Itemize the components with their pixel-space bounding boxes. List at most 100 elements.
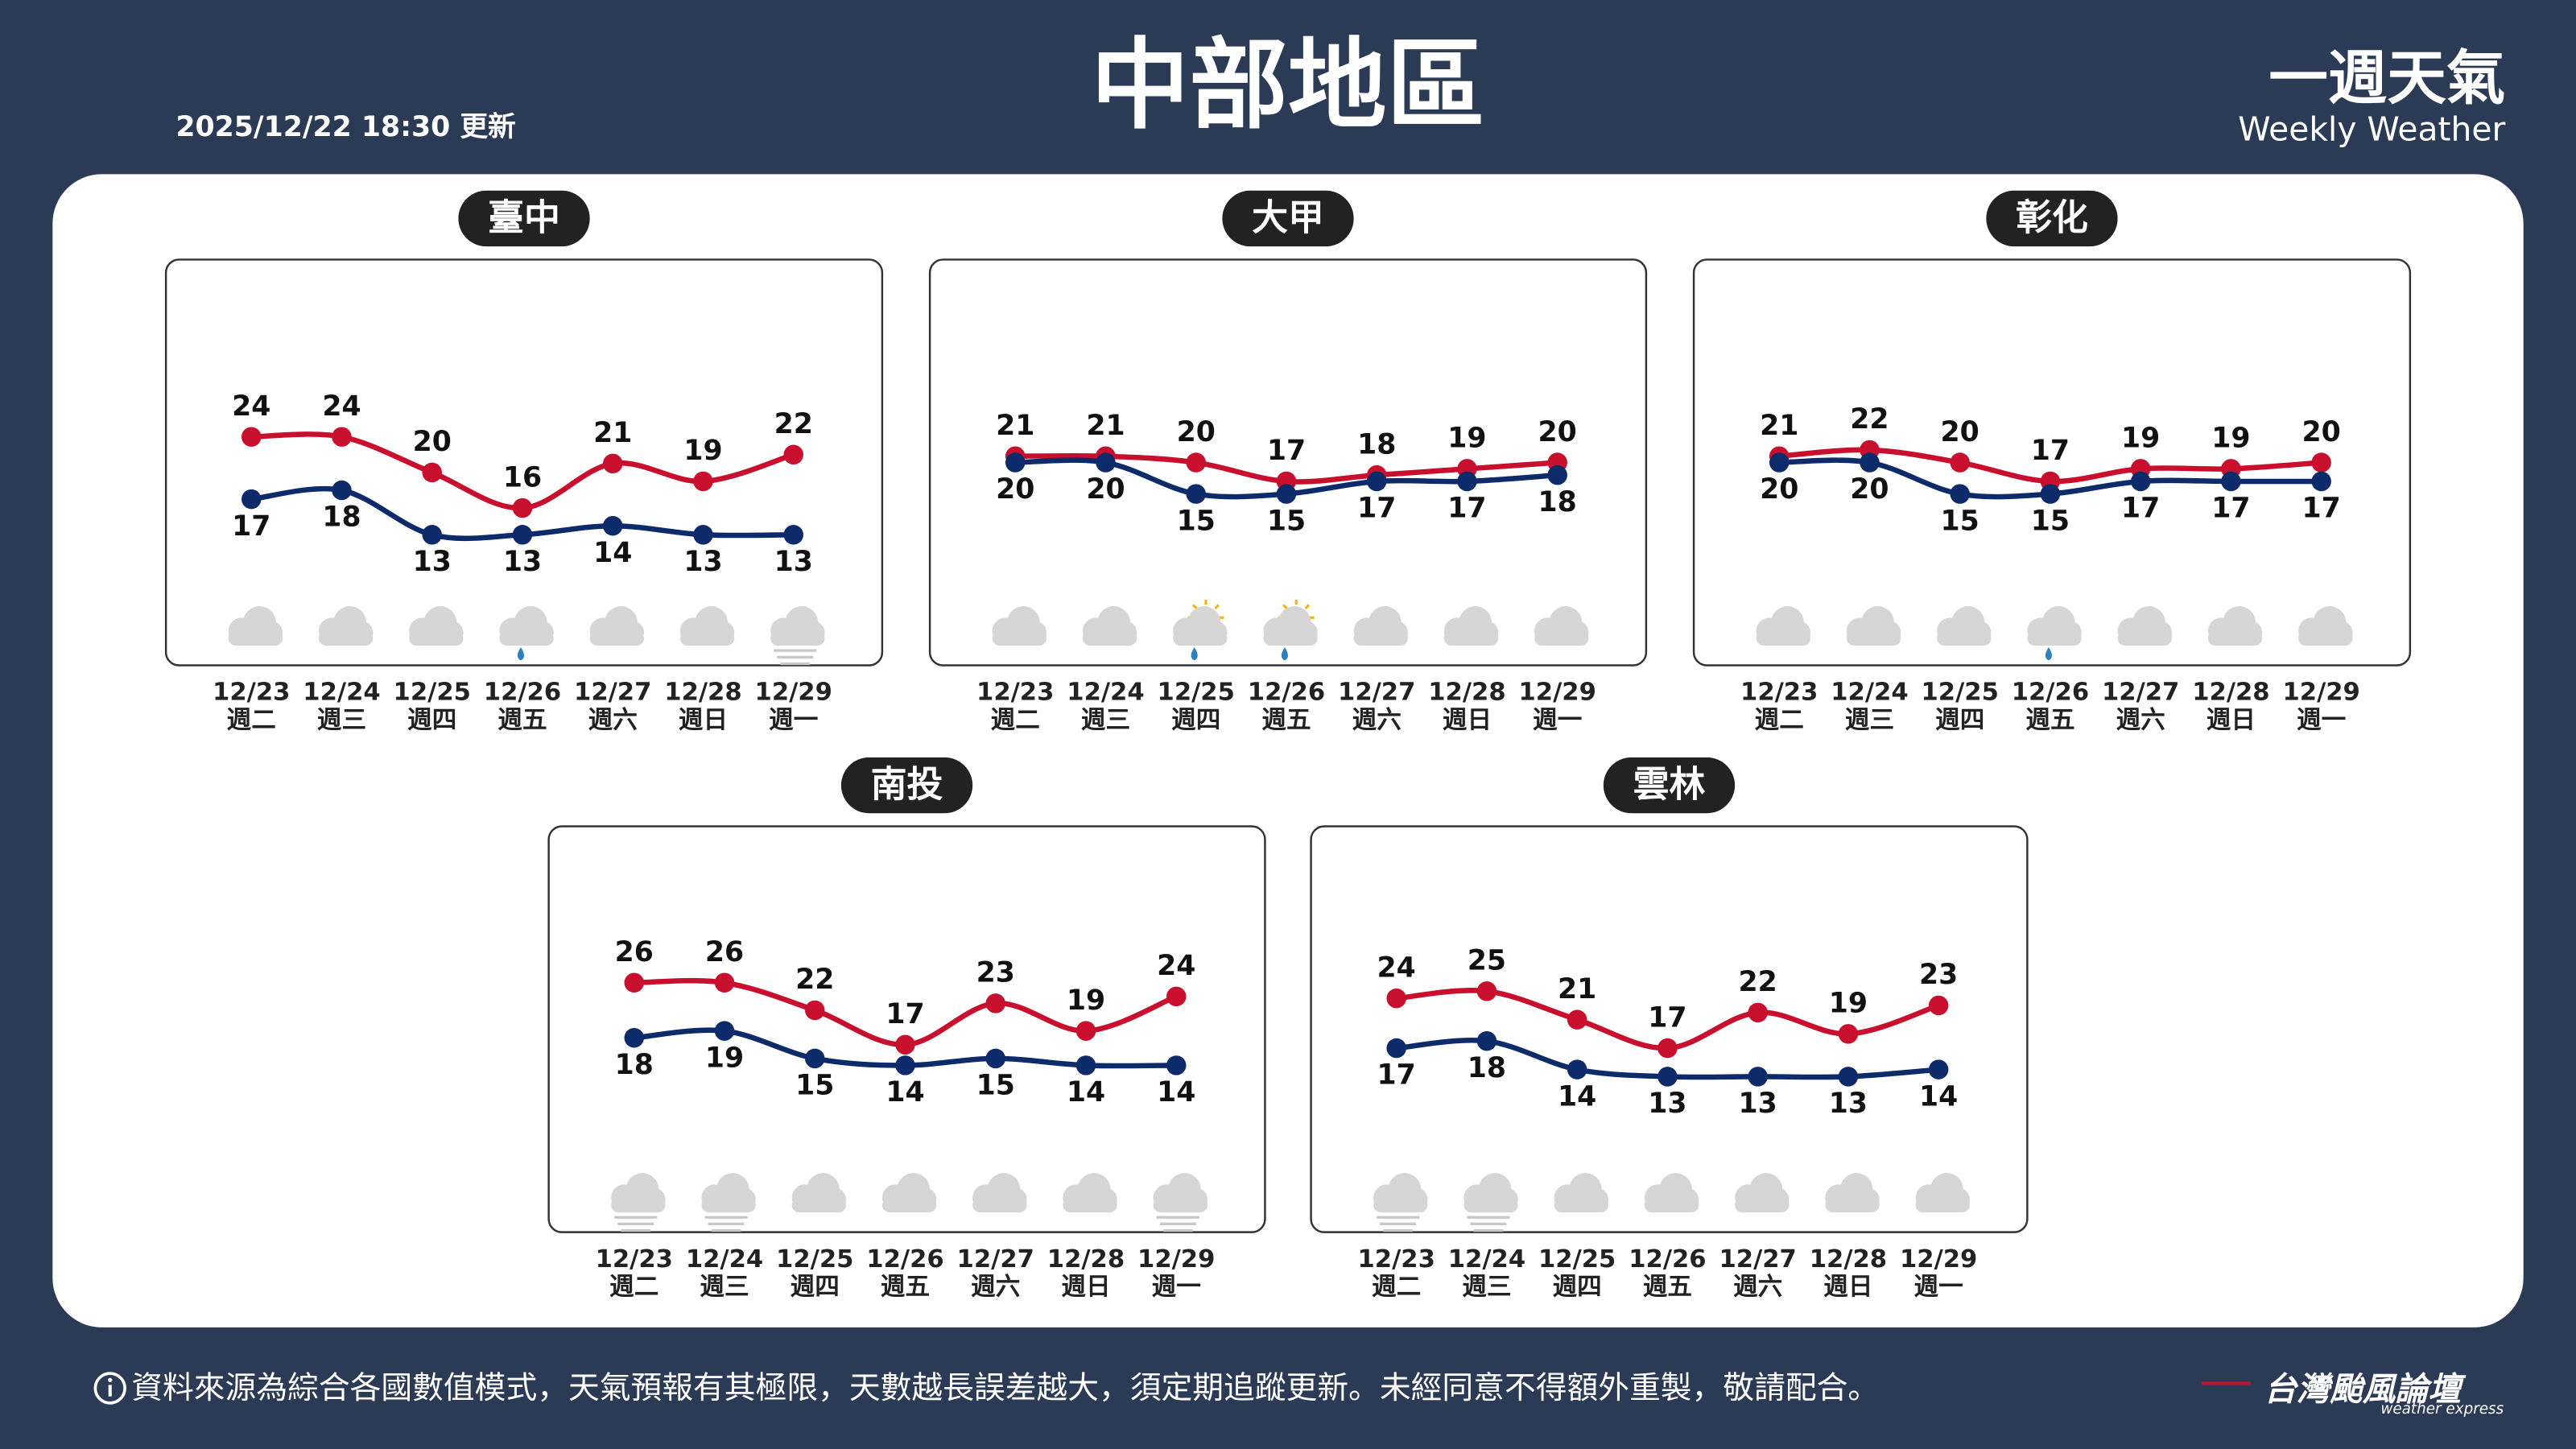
data-point <box>1567 1009 1587 1030</box>
weather-icon <box>992 606 1046 646</box>
weather-icon <box>1353 606 1408 646</box>
chart-panel <box>547 825 1266 1233</box>
weather-icon <box>972 1173 1027 1213</box>
value-label: 14 <box>1919 1080 1958 1113</box>
weather-icon <box>1443 606 1499 646</box>
weather-icon <box>1554 1173 1608 1213</box>
cloud-part <box>972 1197 1027 1213</box>
data-point <box>985 1048 1005 1069</box>
cloud-part <box>409 630 464 646</box>
weather-icon <box>1825 1173 1880 1213</box>
chart-panel <box>164 258 884 667</box>
x-tick-label: 12/27 <box>1338 679 1415 707</box>
weather-icon <box>589 606 644 646</box>
weekday-label: 週一 <box>1152 1274 1201 1302</box>
cloud-part <box>679 630 735 646</box>
x-tick-label: 12/24 <box>1831 679 1908 707</box>
weather-icon <box>791 1173 847 1213</box>
value-label: 17 <box>1648 1001 1686 1034</box>
cloud-part <box>318 630 374 646</box>
x-tick-label: 12/25 <box>1922 679 1999 707</box>
cloud-part <box>499 630 554 646</box>
data-point <box>1075 1055 1096 1075</box>
value-label: 20 <box>2302 416 2341 448</box>
cloud-part <box>2117 630 2172 646</box>
value-label: 20 <box>1760 473 1798 506</box>
data-point <box>1838 1067 1859 1087</box>
value-label: 14 <box>1157 1076 1195 1108</box>
value-label: 19 <box>705 1042 744 1074</box>
data-point <box>783 525 803 545</box>
x-tick-label: 12/29 <box>755 679 832 707</box>
weekday-label: 週六 <box>971 1274 1020 1302</box>
value-label: 21 <box>593 417 632 449</box>
value-label: 20 <box>1941 416 1979 448</box>
value-label: 22 <box>1850 403 1889 436</box>
cloud-part <box>589 630 644 646</box>
update-time: 2025/12/22 18:30 更新 <box>175 111 515 143</box>
title-pill <box>840 757 973 814</box>
data-point <box>1457 471 1477 492</box>
data-point <box>693 525 713 545</box>
value-label: 20 <box>996 473 1034 506</box>
weekday-label: 週日 <box>1443 706 1492 734</box>
weekday-label: 週二 <box>991 706 1040 734</box>
weekday-label: 週一 <box>1914 1274 1963 1302</box>
value-label: 15 <box>2031 505 2070 537</box>
data-point <box>1547 464 1567 485</box>
footer-logo-sub: weather express <box>2380 1401 2504 1418</box>
weekday-label: 週日 <box>1823 1274 1872 1302</box>
value-label: 26 <box>615 936 654 968</box>
value-label: 20 <box>1538 416 1577 448</box>
weekday-label: 週五 <box>2025 706 2074 734</box>
weather-icon <box>1173 599 1228 661</box>
title-pill <box>1603 757 1736 814</box>
chart-title: 彰化 <box>2016 196 2088 238</box>
value-label: 17 <box>2031 435 2070 467</box>
value-label: 18 <box>615 1049 654 1081</box>
x-tick-label: 12/27 <box>957 1245 1034 1274</box>
weather-icon <box>770 606 825 666</box>
value-label: 17 <box>886 998 924 1030</box>
value-label: 17 <box>232 510 270 543</box>
cloud-part <box>770 630 825 646</box>
data-point <box>714 1021 735 1041</box>
cloud-part <box>1373 1197 1428 1213</box>
data-point <box>1186 452 1206 473</box>
weekday-label: 週日 <box>2207 706 2256 734</box>
data-point <box>1386 988 1406 1009</box>
value-label: 19 <box>683 435 722 467</box>
x-tick-label: 12/28 <box>664 679 741 707</box>
value-label: 17 <box>1357 493 1396 525</box>
cloud-part <box>1153 1197 1208 1213</box>
weekday-label: 週六 <box>1733 1274 1782 1302</box>
weekday-label: 週五 <box>1643 1274 1692 1302</box>
x-tick-label: 12/24 <box>303 679 380 707</box>
weather-icon <box>228 606 283 646</box>
data-point <box>1657 1038 1678 1059</box>
cloud-part <box>791 1197 847 1213</box>
weekday-label: 週四 <box>407 706 456 734</box>
x-tick-label: 12/24 <box>1448 1245 1525 1274</box>
data-point <box>1928 995 1949 1016</box>
data-point <box>1950 484 1970 504</box>
weekday-label: 週二 <box>227 706 276 734</box>
cloud-part <box>228 630 283 646</box>
value-label: 24 <box>232 390 270 423</box>
weekday-label: 週一 <box>1533 706 1582 734</box>
value-label: 20 <box>1850 473 1889 506</box>
cloud-part <box>1534 630 1589 646</box>
value-label: 13 <box>1739 1088 1777 1120</box>
data-point <box>624 1027 644 1048</box>
data-point <box>1928 1059 1949 1080</box>
weather-icon <box>1063 1173 1117 1213</box>
value-label: 17 <box>1377 1059 1416 1092</box>
brand-subtitle: Weekly Weather <box>2238 109 2505 148</box>
value-label: 22 <box>1739 966 1777 998</box>
weather-icon <box>1082 606 1137 646</box>
x-tick-label: 12/25 <box>1538 1245 1616 1274</box>
value-label: 24 <box>1157 950 1195 982</box>
x-tick-label: 12/23 <box>1358 1245 1435 1274</box>
data-point <box>422 525 442 545</box>
